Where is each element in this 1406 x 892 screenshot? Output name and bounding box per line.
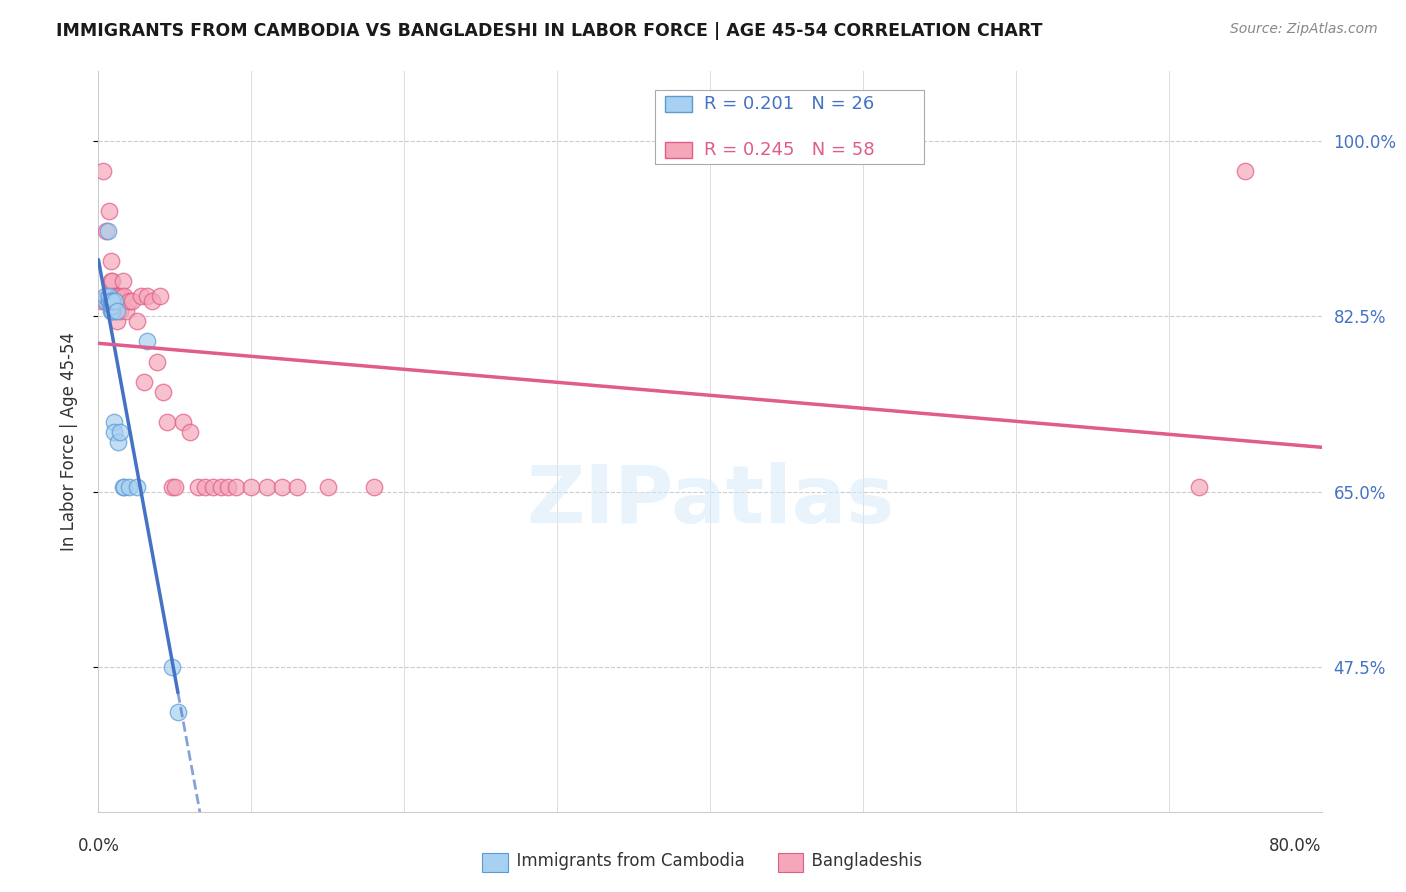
Point bbox=[94, 224, 117, 238]
Point bbox=[100, 300, 122, 314]
Point bbox=[194, 479, 217, 493]
Point bbox=[149, 289, 172, 303]
Point bbox=[103, 294, 125, 309]
Point bbox=[167, 705, 190, 719]
Point bbox=[118, 479, 141, 493]
Point bbox=[101, 294, 124, 309]
Point bbox=[105, 289, 128, 303]
Point bbox=[98, 204, 121, 219]
Point bbox=[125, 479, 148, 493]
Point bbox=[156, 415, 179, 429]
Point bbox=[256, 479, 278, 493]
Point bbox=[163, 479, 186, 493]
Text: Bangladeshis: Bangladeshis bbox=[801, 852, 922, 870]
Point bbox=[107, 289, 129, 303]
Point bbox=[98, 294, 121, 309]
Point bbox=[101, 275, 124, 289]
Point bbox=[152, 384, 174, 399]
Point bbox=[104, 294, 127, 309]
Point bbox=[121, 294, 143, 309]
Y-axis label: In Labor Force | Age 45-54: In Labor Force | Age 45-54 bbox=[59, 332, 77, 551]
Text: IMMIGRANTS FROM CAMBODIA VS BANGLADESHI IN LABOR FORCE | AGE 45-54 CORRELATION C: IMMIGRANTS FROM CAMBODIA VS BANGLADESHI … bbox=[56, 22, 1043, 40]
Point bbox=[103, 304, 125, 318]
Point bbox=[105, 304, 128, 318]
Point bbox=[363, 479, 385, 493]
Point bbox=[129, 289, 152, 303]
Point bbox=[111, 479, 134, 493]
Point bbox=[160, 479, 183, 493]
Point bbox=[98, 294, 121, 309]
Point bbox=[107, 289, 129, 303]
Text: R = 0.245   N = 58: R = 0.245 N = 58 bbox=[704, 141, 875, 159]
Point bbox=[105, 314, 128, 328]
Point bbox=[101, 300, 124, 314]
Text: R = 0.201   N = 26: R = 0.201 N = 26 bbox=[704, 95, 875, 113]
Point bbox=[104, 304, 127, 318]
Point bbox=[108, 304, 131, 318]
Point bbox=[100, 304, 122, 318]
Point bbox=[100, 275, 122, 289]
Point bbox=[101, 304, 124, 318]
Point bbox=[136, 334, 159, 349]
Point bbox=[136, 289, 159, 303]
Point bbox=[103, 289, 125, 303]
Point bbox=[98, 289, 121, 303]
Point bbox=[316, 479, 339, 493]
Point bbox=[125, 314, 148, 328]
Point bbox=[94, 294, 117, 309]
Point bbox=[115, 304, 138, 318]
Point bbox=[145, 354, 167, 368]
Point bbox=[209, 479, 232, 493]
Point bbox=[1188, 479, 1211, 493]
Point bbox=[90, 294, 112, 309]
Point bbox=[100, 254, 122, 268]
Point bbox=[93, 289, 115, 303]
Text: Immigrants from Cambodia: Immigrants from Cambodia bbox=[506, 852, 745, 870]
Point bbox=[101, 294, 124, 309]
Point bbox=[103, 294, 125, 309]
Text: 80.0%: 80.0% bbox=[1270, 837, 1322, 855]
Point bbox=[1234, 164, 1257, 178]
Text: Source: ZipAtlas.com: Source: ZipAtlas.com bbox=[1230, 22, 1378, 37]
FancyBboxPatch shape bbox=[655, 90, 924, 164]
Point bbox=[97, 289, 120, 303]
Point bbox=[225, 479, 247, 493]
Point bbox=[285, 479, 308, 493]
Point bbox=[172, 415, 194, 429]
Point bbox=[98, 294, 121, 309]
FancyBboxPatch shape bbox=[665, 95, 692, 112]
FancyBboxPatch shape bbox=[665, 142, 692, 158]
Point bbox=[93, 294, 115, 309]
Point bbox=[110, 289, 132, 303]
Point bbox=[100, 294, 122, 309]
Point bbox=[93, 294, 115, 309]
Point bbox=[141, 294, 163, 309]
Point bbox=[103, 425, 125, 439]
Point bbox=[97, 224, 120, 238]
Text: ZIPatlas: ZIPatlas bbox=[526, 462, 894, 540]
Point bbox=[134, 375, 156, 389]
Point bbox=[111, 275, 134, 289]
Point bbox=[91, 164, 114, 178]
Point bbox=[112, 289, 135, 303]
Point bbox=[217, 479, 239, 493]
Point bbox=[160, 659, 183, 673]
Point bbox=[240, 479, 263, 493]
Point bbox=[202, 479, 225, 493]
Point bbox=[118, 294, 141, 309]
Text: 0.0%: 0.0% bbox=[77, 837, 120, 855]
Point bbox=[103, 415, 125, 429]
Point bbox=[112, 479, 135, 493]
Point bbox=[101, 304, 124, 318]
Point bbox=[187, 479, 209, 493]
Point bbox=[101, 289, 124, 303]
Point bbox=[100, 294, 122, 309]
Point bbox=[270, 479, 292, 493]
Point bbox=[104, 294, 127, 309]
Point bbox=[107, 434, 129, 449]
Point bbox=[108, 425, 131, 439]
Point bbox=[179, 425, 201, 439]
